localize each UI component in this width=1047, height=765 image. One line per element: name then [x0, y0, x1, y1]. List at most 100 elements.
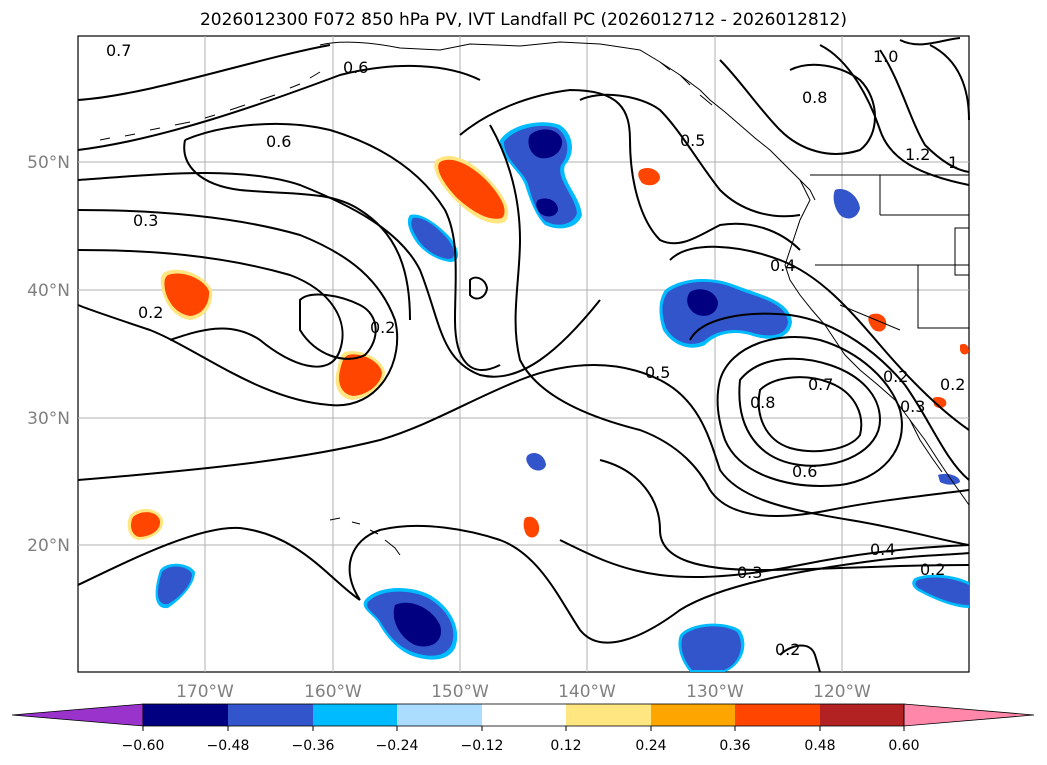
lat-label: 50°N	[27, 153, 70, 173]
pv-positive-blob	[131, 512, 161, 537]
pv-contours	[77, 37, 970, 673]
contour-label: 0.7	[808, 375, 833, 394]
contour-line	[489, 124, 970, 517]
contour-line	[77, 209, 399, 407]
contour-label: 0.2	[940, 375, 965, 394]
pv-negative-blob	[915, 577, 969, 605]
contour-label: 0.3	[133, 211, 158, 230]
contour-line	[689, 312, 970, 481]
contour-line	[77, 64, 481, 151]
colorbar-segment	[651, 704, 735, 726]
coastlines	[99, 41, 970, 556]
contour-line	[77, 249, 344, 368]
contour-line	[77, 172, 601, 378]
lat-label: 20°N	[27, 536, 70, 556]
contour-line	[579, 93, 801, 218]
contour-line	[716, 336, 903, 487]
contour-line	[459, 88, 801, 251]
colorbar-tick-label: 0.60	[888, 738, 919, 754]
lon-label: 140°W	[558, 682, 616, 702]
contour-label: 0.6	[266, 132, 291, 151]
contour-label: 0.6	[792, 462, 817, 481]
colorbar-frame	[142, 703, 905, 727]
lat-labels: 50°N 40°N 30°N 20°N	[27, 153, 70, 556]
pv-negative-blob	[528, 129, 563, 159]
colorbar-tick-label: −0.60	[122, 738, 165, 754]
colorbar-tick-label: −0.12	[461, 738, 504, 754]
contour-line	[77, 364, 970, 546]
colorbar-tick-label: −0.48	[207, 738, 250, 754]
colorbar-segment	[228, 704, 313, 726]
contour-line	[183, 139, 411, 321]
contour-label: 1.2	[905, 145, 930, 164]
contour-line	[669, 245, 970, 431]
colorbar-tick-label: −0.24	[376, 738, 419, 754]
contour-label: 0.8	[802, 88, 827, 107]
contour-label: 0.2	[775, 640, 800, 659]
alaska-coast	[319, 41, 816, 201]
map-title: 2026012300 F072 850 hPa PV, IVT Landfall…	[199, 10, 847, 30]
colorbar-tick-label: 0.12	[550, 738, 581, 754]
contour-line	[879, 49, 970, 173]
pv-positive-blob	[638, 167, 660, 186]
pv-negative-blob	[938, 473, 960, 485]
colorbar-segment	[820, 704, 904, 726]
baja-peninsula	[909, 419, 943, 473]
contour-label: 0.6	[343, 58, 368, 77]
pv-positive-blob	[339, 354, 382, 396]
map-frame	[77, 35, 970, 673]
contour-line	[599, 459, 970, 572]
pv-negative-blob	[157, 566, 192, 605]
pv-negative-blob	[681, 626, 741, 670]
bc-coast	[784, 179, 811, 266]
aleutian-islands	[99, 71, 321, 141]
colorbar-tick-label: 0.48	[804, 738, 835, 754]
colorbar-segment	[143, 704, 228, 726]
lon-label: 120°W	[813, 682, 871, 702]
colorbar-segment	[735, 704, 820, 726]
lon-label: 130°W	[686, 682, 744, 702]
state-borders	[810, 174, 970, 331]
pv-positive-blob	[523, 516, 540, 538]
colorbar-extend-low	[11, 703, 144, 727]
pv-positive-blob	[933, 396, 947, 408]
contour-line	[929, 44, 970, 121]
contour-label: 0.2	[138, 303, 163, 322]
colorbar: −0.60 −0.48 −0.36 −0.24 −0.12 0.12 0.24 …	[11, 703, 1035, 754]
lon-labels: 170°W 160°W 150°W 140°W 130°W 120°W	[176, 682, 871, 702]
contour-line	[719, 59, 876, 155]
colorbar-ticks	[142, 726, 905, 731]
contour-label: 0.4	[770, 256, 795, 275]
colorbar-tick-label: 0.24	[635, 738, 666, 754]
hawaii-islands	[329, 517, 401, 556]
colorbar-tick-label: 0.36	[719, 738, 750, 754]
pv-positive-blob	[960, 343, 969, 355]
colorbar-segment	[482, 704, 566, 726]
colorbar-segment	[566, 704, 651, 726]
lat-label: 40°N	[27, 281, 70, 301]
contour-label: 0.5	[645, 363, 670, 382]
pv-positive-blob	[164, 273, 210, 316]
pv-negative-blob	[526, 453, 546, 471]
contour-label: 0.2	[370, 318, 395, 337]
contour-label: 0.7	[106, 41, 131, 60]
contour-label: 0.5	[680, 131, 705, 150]
contour-line	[299, 293, 377, 360]
colorbar-extend-high	[903, 703, 1035, 727]
contour-label: 0.2	[920, 560, 945, 579]
lon-label: 170°W	[176, 682, 234, 702]
contour-label: 0.8	[750, 393, 775, 412]
contour-label: 1	[948, 153, 958, 172]
us-west-coast	[784, 264, 970, 506]
contour-line	[77, 44, 331, 101]
pv-negative-blob	[687, 289, 718, 316]
contour-label: 0.3	[900, 397, 925, 416]
colorbar-segment	[397, 704, 482, 726]
contour-line	[559, 539, 970, 578]
contour-line	[738, 357, 882, 467]
pv-negative-blob	[411, 217, 455, 259]
contour-label: 0.3	[737, 563, 762, 582]
colorbar-segment	[313, 704, 397, 726]
colorbar-tick-label: −0.36	[292, 738, 335, 754]
